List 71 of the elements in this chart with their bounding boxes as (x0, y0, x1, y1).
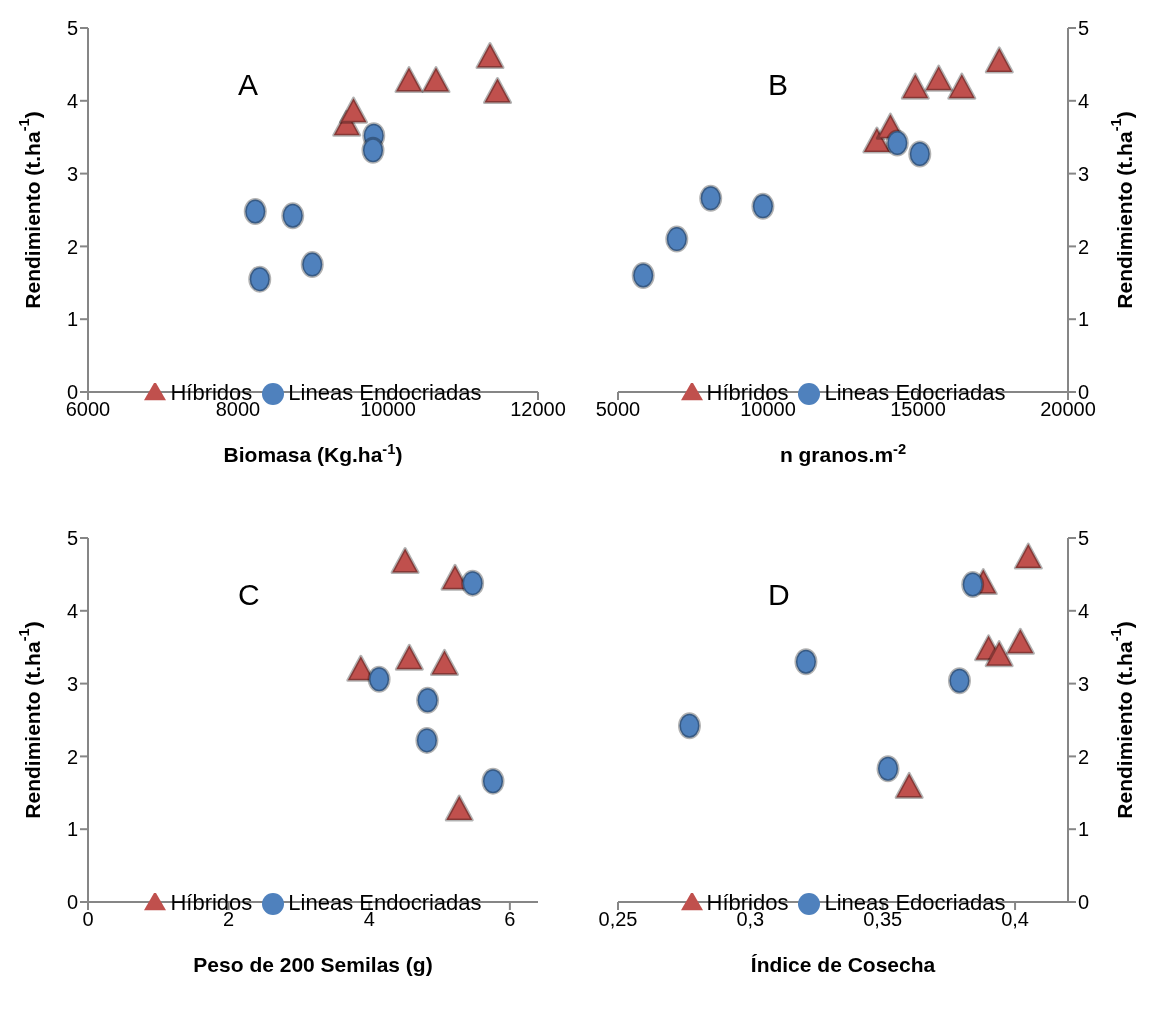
point (1005, 627, 1035, 655)
x-tick-label: 12000 (510, 398, 566, 421)
x-tick-label: 5000 (595, 398, 641, 421)
point (416, 686, 440, 714)
y2-tick-label: 5 (1078, 527, 1090, 550)
y-tick-label: 5 (66, 17, 78, 40)
point (751, 192, 775, 220)
point (665, 225, 689, 253)
y2-tick-label: 5 (1078, 17, 1090, 40)
point (361, 136, 385, 164)
y-tick-label: 1 (66, 818, 78, 841)
point (248, 265, 272, 293)
y2-tick-label: 1 (1078, 818, 1090, 841)
x-axis-title: Índice de Cosecha (750, 953, 936, 976)
x-axis-title: Peso de 200 Semilas (g) (193, 953, 433, 976)
point (483, 77, 512, 105)
point (631, 262, 655, 290)
x-tick-label: 20000 (1040, 398, 1096, 421)
y2-tick-label: 3 (1078, 672, 1090, 695)
y-tick-label: 4 (66, 89, 78, 112)
point (699, 184, 723, 212)
point (390, 546, 420, 574)
point (281, 202, 305, 230)
annotation: A (238, 68, 259, 102)
point (900, 72, 930, 100)
point (300, 251, 324, 279)
point (429, 648, 459, 676)
point (394, 66, 424, 94)
point (984, 46, 1014, 74)
point (924, 64, 954, 92)
x-tick-label: 6 (504, 908, 516, 931)
point (677, 712, 701, 740)
point (475, 42, 505, 70)
y-tick-label: 5 (66, 527, 78, 550)
point (1013, 542, 1043, 570)
y2-tick-label: 0 (1078, 891, 1090, 914)
point (243, 197, 267, 225)
y2-tick-label: 2 (1078, 745, 1090, 768)
y2-tick-label: 1 (1078, 308, 1090, 331)
y-tick-label: 2 (66, 235, 78, 258)
y2-tick-label: 4 (1078, 89, 1090, 112)
x-axis-title: n granos.m$^{-2}$ (779, 441, 907, 466)
y-tick-label: 4 (66, 599, 78, 622)
point (421, 66, 451, 94)
point (367, 665, 391, 693)
point (947, 667, 971, 695)
y-tick-label: 1 (66, 308, 78, 331)
x-tick-label: 0,25 (598, 908, 638, 931)
y2-tick-label: 4 (1078, 599, 1090, 622)
x-axis-title: Biomasa (Kg.ha$^{-1}$) (223, 441, 403, 466)
point (339, 96, 368, 124)
y-tick-label: 3 (66, 672, 78, 695)
point (794, 648, 818, 676)
point (481, 767, 505, 795)
x-tick-label: 0 (82, 908, 94, 931)
point (947, 72, 977, 100)
annotation: C (238, 578, 260, 612)
y2-tick-label: 3 (1078, 162, 1090, 185)
x-tick-label: 6000 (65, 398, 111, 421)
y-tick-label: 3 (66, 162, 78, 185)
point (908, 140, 932, 168)
annotation: B (768, 68, 789, 102)
y2-tick-label: 2 (1078, 235, 1090, 258)
y-tick-label: 0 (66, 891, 78, 914)
point (885, 129, 909, 157)
y-tick-label: 2 (66, 745, 78, 768)
point (984, 640, 1014, 668)
point (394, 643, 424, 671)
annotation: D (768, 578, 790, 612)
point (876, 755, 900, 783)
point (415, 726, 439, 754)
